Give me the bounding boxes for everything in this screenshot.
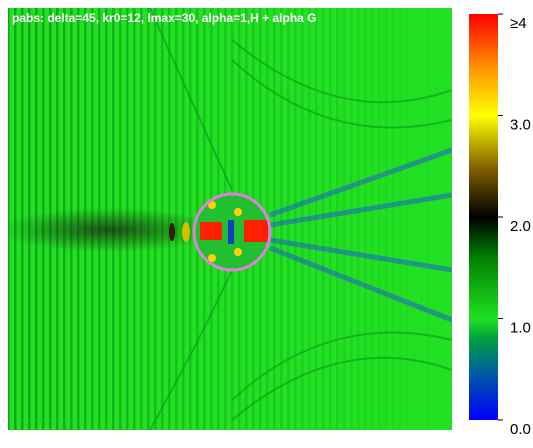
colorbar-tick-label: 3.0 — [510, 116, 531, 133]
colorbar-tick-label: 1.0 — [510, 319, 531, 336]
field-map — [0, 8, 452, 430]
colorbar-tick-label: 0.0 — [510, 421, 531, 438]
colorbar-tick-label: 2.0 — [510, 218, 531, 235]
colorbar-tick-label: ≥4 — [510, 15, 527, 32]
chart-title: pabs: delta=45, kr0=12, lmax=30, alpha=1… — [12, 11, 317, 25]
colorbar — [469, 14, 498, 420]
figure: pabs: delta=45, kr0=12, lmax=30, alpha=1… — [0, 0, 533, 448]
